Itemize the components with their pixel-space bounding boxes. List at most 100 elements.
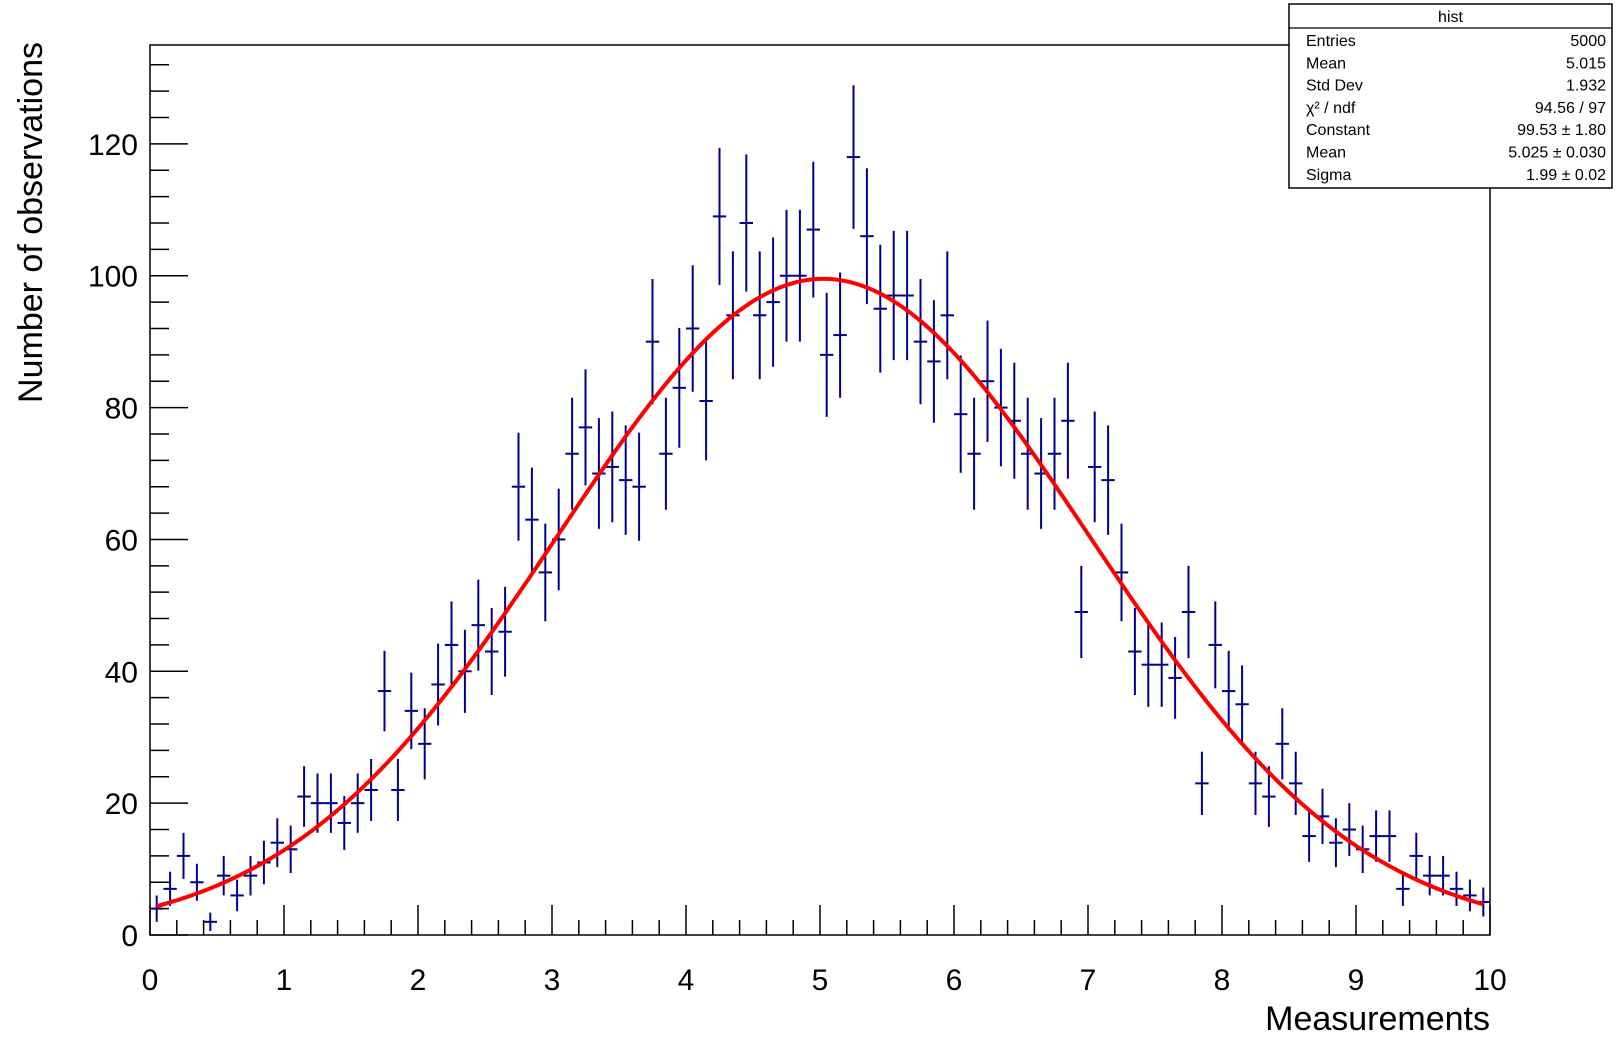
y-tick-label: 80 <box>105 393 138 426</box>
stats-row-value: 99.53 ± 1.80 <box>1517 122 1606 139</box>
x-tick-label: 3 <box>544 964 561 997</box>
data-point <box>766 237 780 367</box>
data-point <box>1302 810 1316 862</box>
data-point <box>1342 803 1356 856</box>
x-tick-label: 5 <box>812 964 829 997</box>
stats-row-label: Std Dev <box>1306 78 1363 95</box>
data-point <box>873 244 887 373</box>
data-point <box>1423 855 1437 896</box>
data-point <box>565 397 579 510</box>
data-point <box>1101 425 1115 535</box>
data-point <box>377 650 392 732</box>
y-tick-label: 0 <box>121 920 138 953</box>
data-point <box>686 265 700 392</box>
data-point <box>793 209 807 342</box>
data-point <box>1329 818 1343 868</box>
y-tick-label: 20 <box>105 788 138 821</box>
data-point <box>176 832 191 879</box>
stats-box-title: hist <box>1438 9 1463 26</box>
data-point <box>940 251 954 380</box>
data-point <box>203 912 217 932</box>
stats-row-label: χ² / ndf <box>1306 100 1356 117</box>
data-point <box>1181 565 1196 659</box>
data-point <box>578 369 593 486</box>
stats-row-label: Mean <box>1306 145 1346 162</box>
data-point <box>1128 608 1142 696</box>
stats-box: hist Entries 5000 Mean 5.015 Std Dev 1.932 χ² … <box>1288 3 1613 189</box>
data-point <box>1235 665 1249 744</box>
data-point <box>833 272 847 398</box>
gaussian-fit-curve <box>156 276 1484 909</box>
data-point <box>1369 810 1383 862</box>
data-point <box>485 608 499 696</box>
data-point <box>659 397 673 510</box>
data-point <box>1168 637 1182 719</box>
data-points <box>150 85 1490 932</box>
axis-labels: Measurements Number of observations <box>12 42 1490 1038</box>
x-tick-label: 4 <box>678 964 695 997</box>
data-point <box>217 855 231 896</box>
x-tick-label: 1 <box>276 964 293 997</box>
data-point <box>1275 708 1289 780</box>
data-point <box>431 643 445 726</box>
x-tick-label: 10 <box>1473 964 1506 997</box>
data-point <box>887 230 901 361</box>
data-point <box>1289 751 1303 816</box>
data-point <box>779 209 794 342</box>
data-point <box>739 154 753 292</box>
stats-row-value: 94.56 / 97 <box>1535 100 1606 117</box>
data-point <box>605 411 619 523</box>
data-point <box>1262 766 1276 827</box>
data-point <box>1114 523 1129 622</box>
data-point <box>1382 810 1397 862</box>
x-tick-label: 9 <box>1348 964 1365 997</box>
data-point <box>632 432 646 541</box>
data-point <box>913 279 928 405</box>
data-point <box>619 425 633 535</box>
data-point <box>391 758 405 821</box>
data-point <box>1396 871 1410 906</box>
data-point <box>1449 871 1464 906</box>
data-point <box>846 85 861 229</box>
x-tick-label: 2 <box>410 964 427 997</box>
data-point <box>498 586 512 677</box>
y-axis-title: Number of observations <box>12 42 50 403</box>
data-point <box>1088 411 1102 523</box>
data-point <box>954 355 968 473</box>
data-point <box>150 895 164 922</box>
data-point <box>1155 622 1169 707</box>
x-axis-title: Measurements <box>1265 1000 1490 1038</box>
x-tick-label: 0 <box>142 964 159 997</box>
data-point <box>270 818 284 868</box>
stats-row-value: 5000 <box>1570 33 1606 50</box>
data-point <box>297 766 311 827</box>
data-point <box>351 773 365 833</box>
x-tick-label: 7 <box>1080 964 1097 997</box>
data-point <box>511 432 526 541</box>
y-tick-label: 120 <box>88 129 138 162</box>
data-point <box>310 773 325 833</box>
fit-curve-layer <box>156 276 1484 909</box>
data-point <box>980 320 995 442</box>
data-point <box>699 341 713 461</box>
data-point <box>1195 751 1209 816</box>
stats-row-value: 5.015 <box>1566 55 1606 72</box>
data-point <box>1141 622 1155 707</box>
y-tick-label: 40 <box>105 656 138 689</box>
data-point <box>753 251 767 380</box>
stats-row-value: 1.99 ± 0.02 <box>1526 167 1606 184</box>
x-tick-label: 6 <box>946 964 963 997</box>
stats-row-label: Mean <box>1306 55 1346 72</box>
data-point <box>860 168 874 305</box>
data-point <box>806 161 820 298</box>
stats-row-label: Constant <box>1306 122 1371 139</box>
data-point <box>645 279 660 405</box>
data-point <box>1208 601 1222 689</box>
stats-row-value: 5.025 ± 0.030 <box>1508 145 1606 162</box>
stats-box-frame <box>1288 3 1613 189</box>
data-point <box>324 773 338 833</box>
data-point <box>927 300 941 423</box>
y-tick-label: 60 <box>105 524 138 557</box>
data-point <box>230 879 244 912</box>
